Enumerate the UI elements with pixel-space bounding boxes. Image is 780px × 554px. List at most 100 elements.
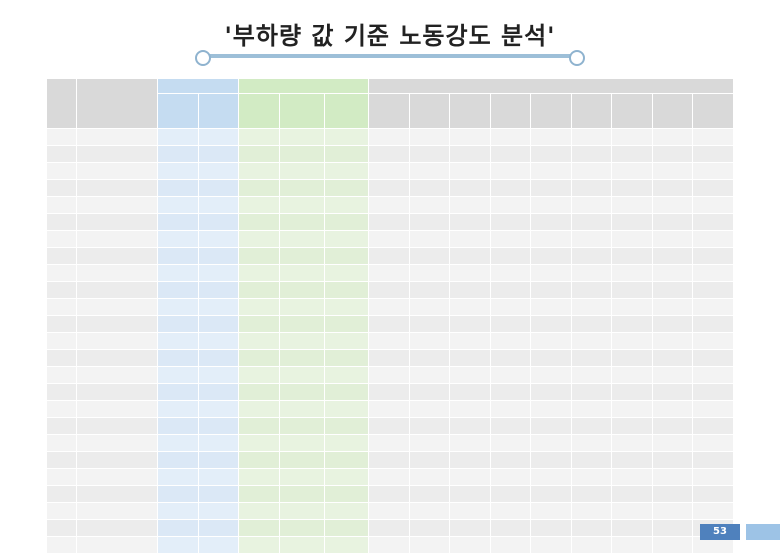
table-cell	[449, 519, 491, 537]
table-cell	[323, 417, 370, 435]
table-row	[45, 434, 734, 452]
table-cell	[611, 298, 653, 316]
table-cell	[530, 315, 572, 333]
table-cell	[157, 349, 199, 367]
table-cell	[651, 179, 694, 197]
table-cell	[76, 298, 159, 316]
table-cell	[449, 196, 491, 214]
table-cell	[530, 332, 572, 350]
table-cell	[45, 264, 78, 282]
table-cell	[530, 536, 572, 554]
table-cell	[157, 298, 199, 316]
table-cell	[611, 519, 653, 537]
table-cell	[449, 264, 491, 282]
table-cell	[489, 281, 532, 299]
table-cell	[489, 417, 532, 435]
col-header-11	[530, 93, 572, 129]
table-row	[45, 332, 734, 350]
table-cell	[489, 179, 532, 197]
table-cell	[530, 468, 572, 486]
table-cell	[489, 230, 532, 248]
table-cell	[45, 179, 78, 197]
table-cell	[692, 315, 734, 333]
table-cell	[157, 417, 199, 435]
table-cell	[76, 247, 159, 265]
table-cell	[157, 196, 199, 214]
col-header-0	[45, 78, 78, 129]
table-cell	[157, 468, 199, 486]
table-cell	[323, 519, 370, 537]
table-cell	[278, 366, 325, 384]
table-cell	[489, 213, 532, 231]
table-cell	[45, 502, 78, 520]
table-cell	[197, 502, 240, 520]
table-cell	[489, 485, 532, 503]
table-row	[45, 468, 734, 486]
table-cell	[489, 145, 532, 163]
table-cell	[278, 451, 325, 469]
table-row	[45, 383, 734, 401]
table-row	[45, 400, 734, 418]
table-cell	[449, 179, 491, 197]
table-cell	[692, 383, 734, 401]
table-row	[45, 213, 734, 231]
table-cell	[45, 451, 78, 469]
table-cell	[76, 502, 159, 520]
table-cell	[489, 332, 532, 350]
table-cell	[323, 179, 370, 197]
table-cell	[489, 366, 532, 384]
table-cell	[408, 400, 451, 418]
table-cell	[408, 264, 451, 282]
table-cell	[651, 315, 694, 333]
table-row	[45, 179, 734, 197]
table-cell	[611, 502, 653, 520]
table-cell	[278, 128, 325, 146]
table-cell	[651, 247, 694, 265]
table-cell	[323, 298, 370, 316]
table-cell	[651, 434, 694, 452]
table-cell	[449, 349, 491, 367]
table-cell	[611, 451, 653, 469]
table-cell	[238, 468, 280, 486]
table-cell	[368, 349, 410, 367]
table-cell	[449, 247, 491, 265]
table-cell	[157, 366, 199, 384]
table-cell	[278, 434, 325, 452]
group-header-green	[238, 78, 370, 94]
table-cell	[651, 196, 694, 214]
table-cell	[651, 417, 694, 435]
table-cell	[408, 298, 451, 316]
table-cell	[197, 332, 240, 350]
table-cell	[692, 128, 734, 146]
table-cell	[323, 281, 370, 299]
table-cell	[197, 179, 240, 197]
table-cell	[238, 366, 280, 384]
table-row	[45, 281, 734, 299]
table-cell	[611, 196, 653, 214]
table-cell	[449, 281, 491, 299]
table-cell	[449, 332, 491, 350]
table-cell	[570, 400, 613, 418]
table-cell	[323, 247, 370, 265]
table-cell	[530, 196, 572, 214]
table-cell	[611, 434, 653, 452]
col-header-10	[489, 93, 532, 129]
table-cell	[408, 145, 451, 163]
table-cell	[197, 417, 240, 435]
table-cell	[238, 162, 280, 180]
table-cell	[278, 502, 325, 520]
table-cell	[323, 451, 370, 469]
table-cell	[76, 519, 159, 537]
table-cell	[368, 128, 410, 146]
table-cell	[651, 162, 694, 180]
table-cell	[323, 230, 370, 248]
table-cell	[157, 247, 199, 265]
table-cell	[238, 536, 280, 554]
table-cell	[45, 349, 78, 367]
table-cell	[570, 519, 613, 537]
table-cell	[489, 536, 532, 554]
table-cell	[611, 179, 653, 197]
table-cell	[368, 451, 410, 469]
table-cell	[157, 162, 199, 180]
table-cell	[278, 349, 325, 367]
